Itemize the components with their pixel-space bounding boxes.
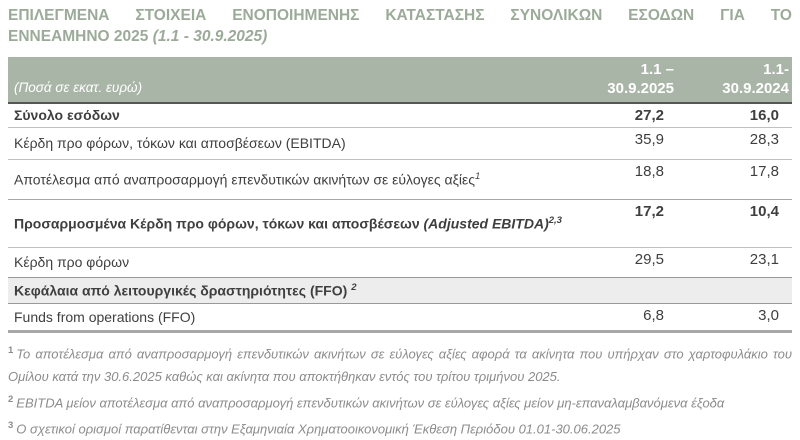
column-header-2024: 1.1- 30.9.2024 (677, 57, 792, 103)
footnote-reference: 2 (351, 282, 356, 293)
row-label: Κέρδη προ φόρων (8, 247, 562, 277)
footnote-reference: 1 (475, 171, 480, 182)
column-header-2025-line-2: 30.9.2025 (562, 79, 674, 98)
value-2024: 23,1 (677, 247, 792, 277)
value-2024: 10,4 (677, 199, 792, 247)
row-label: Αποτέλεσμα από αναπροσαρμογή επενδυτικών… (8, 159, 562, 199)
value-2025: 27,2 (562, 103, 677, 127)
column-header-2024-line-1: 1.1- (677, 60, 789, 79)
page-title-period-prefix: ΕΝΝΕΑΜΗΝΟ 2025 (8, 28, 148, 45)
table-row: Προσαρμοσμένα Κέρδη προ φόρων, τόκων και… (8, 199, 792, 247)
column-header-2025-line-1: 1.1 – (562, 60, 674, 79)
footnote-text: Το αποτέλεσμα από αναπροσαρμογή επενδυτι… (8, 346, 792, 384)
row-label: Προσαρμοσμένα Κέρδη προ φόρων, τόκων και… (8, 199, 562, 247)
row-label: Κεφάλαια από λειτουργικές δραστηριότητες… (8, 277, 792, 303)
value-2025: 29,5 (562, 247, 677, 277)
value-2024: 3,0 (677, 303, 792, 331)
footnote-marker: 3 (8, 420, 13, 431)
footnote-marker: 1 (8, 345, 13, 356)
unit-header-cell: (Ποσά σε εκατ. ευρώ) (8, 57, 562, 103)
page-title-period: (1.1 - 30.9.2025) (153, 28, 268, 45)
footnote-text: Ο σχετικοί ορισμοί παρατίθενται στην Εξα… (16, 421, 620, 436)
row-label: Κέρδη προ φόρων, τόκων και αποσβέσεων (E… (8, 127, 562, 159)
table-header-row: (Ποσά σε εκατ. ευρώ) 1.1 – 30.9.2025 1.1… (8, 57, 792, 103)
footnote-reference: 2,3 (549, 215, 562, 226)
value-2025: 6,8 (562, 303, 677, 331)
footnote-marker: 2 (8, 394, 13, 405)
page-title-line-1: ΕΠΙΛΕΓΜΕΝΑ ΣΤΟΙΧΕΙΑ ΕΝΟΠΟΙΗΜΕΝΗΣ ΚΑΤΑΣΤΑ… (8, 6, 792, 25)
value-2025: 35,9 (562, 127, 677, 159)
unit-label: (Ποσά σε εκατ. ευρώ) (14, 80, 142, 95)
column-header-2024-line-2: 30.9.2024 (677, 79, 789, 98)
section-row: Κεφάλαια από λειτουργικές δραστηριότητες… (8, 277, 792, 303)
value-2024: 28,3 (677, 127, 792, 159)
table-row: Αποτέλεσμα από αναπροσαρμογή επενδυτικών… (8, 159, 792, 199)
value-2024: 17,8 (677, 159, 792, 199)
row-label: Funds from operations (FFO) (8, 303, 562, 331)
value-2024: 16,0 (677, 103, 792, 127)
page-title: ΕΠΙΛΕΓΜΕΝΑ ΣΤΟΙΧΕΙΑ ΕΝΟΠΟΙΗΜΕΝΗΣ ΚΑΤΑΣΤΑ… (8, 6, 792, 46)
financial-table: (Ποσά σε εκατ. ευρώ) 1.1 – 30.9.2025 1.1… (8, 57, 792, 333)
row-label: Σύνολο εσόδων (8, 103, 562, 127)
page-title-line-2: ΕΝΝΕΑΜΗΝΟ 2025 (1.1 - 30.9.2025) (8, 27, 792, 46)
value-2025: 17,2 (562, 199, 677, 247)
table-row: Κέρδη προ φόρων, τόκων και αποσβέσεων (E… (8, 127, 792, 159)
footnote-text: EBITDA μείον αποτέλεσμα από αναπροσαρμογ… (16, 395, 724, 410)
column-header-2025: 1.1 – 30.9.2025 (562, 57, 677, 103)
value-2025: 18,8 (562, 159, 677, 199)
